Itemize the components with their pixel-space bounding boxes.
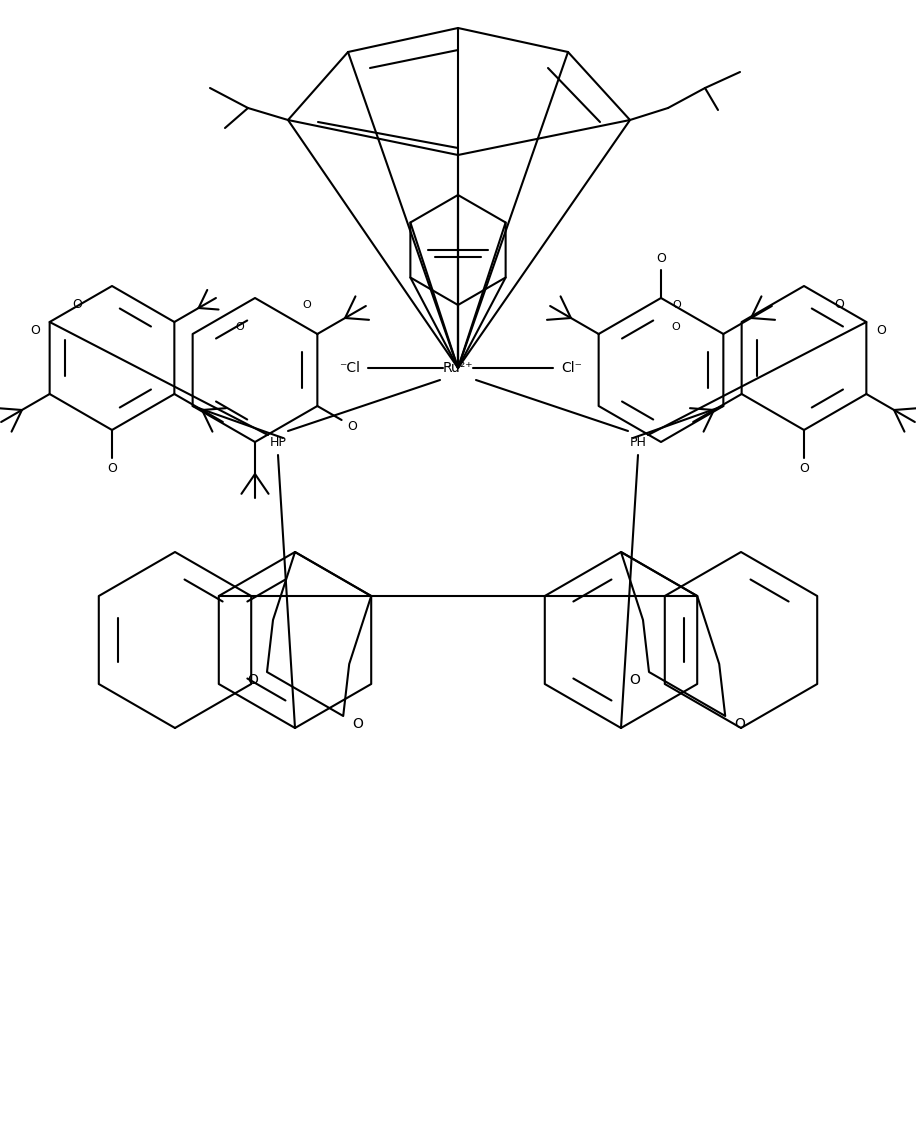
Text: O: O (834, 298, 844, 312)
Text: O: O (672, 300, 682, 310)
Text: O: O (734, 717, 745, 730)
Text: O: O (799, 462, 809, 474)
Text: ⁻Cl: ⁻Cl (339, 361, 360, 375)
Text: O: O (352, 717, 363, 730)
Text: O: O (302, 300, 311, 310)
Text: Cl⁻: Cl⁻ (561, 361, 582, 375)
Text: O: O (629, 673, 640, 688)
Text: O: O (876, 324, 886, 336)
Text: O: O (656, 252, 666, 264)
Text: O: O (235, 322, 245, 332)
Text: O: O (72, 298, 82, 312)
Text: PH: PH (629, 437, 647, 449)
Text: HP: HP (269, 437, 287, 449)
Text: O: O (247, 673, 258, 688)
Text: O: O (107, 462, 117, 474)
Text: O: O (671, 322, 681, 332)
Text: O: O (347, 420, 357, 432)
Text: Ru²⁺: Ru²⁺ (442, 361, 474, 375)
Text: O: O (30, 324, 40, 336)
